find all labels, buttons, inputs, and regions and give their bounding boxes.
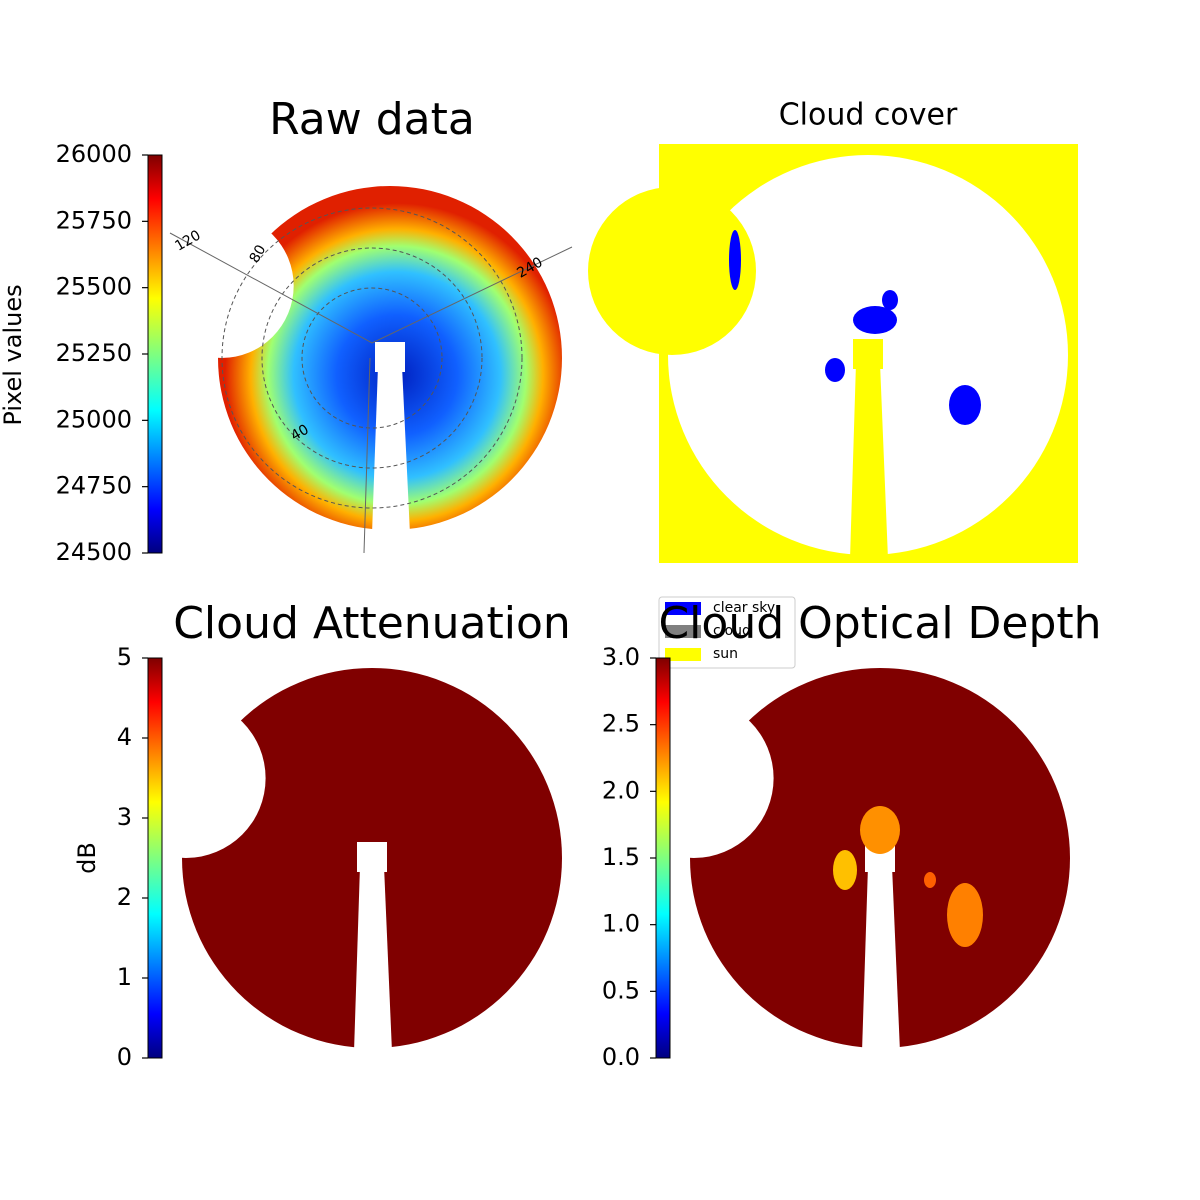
- colorbar-label: dB: [73, 842, 101, 874]
- colorbar-tick-label: 25500: [56, 273, 132, 301]
- colorbar: [655, 657, 671, 1059]
- panel-title: Cloud cover: [779, 98, 958, 133]
- colorbar-tick-label: 5: [117, 643, 132, 671]
- panel-title: Cloud Optical Depth: [658, 598, 1101, 649]
- colorbar: [147, 154, 163, 554]
- colorbar-tick-label: 24750: [56, 472, 132, 500]
- polar-grid: [221, 207, 523, 509]
- polar-label: 80: [247, 242, 270, 265]
- polar-grid: [301, 287, 443, 429]
- mask-cutout: [357, 842, 387, 872]
- mask-cutout: [588, 187, 756, 355]
- colorbar-tick-label: 25750: [56, 206, 132, 234]
- optical-depth-region: [860, 806, 900, 854]
- mask-cutout: [614, 698, 774, 858]
- polar-grid: [169, 232, 573, 344]
- polar-grid: [363, 357, 371, 554]
- colorbar-tick-label: 2.0: [602, 776, 640, 804]
- optical-depth-region: [924, 872, 936, 888]
- colorbar: [147, 657, 163, 1059]
- panel-title: Cloud Attenuation: [173, 598, 571, 649]
- colorbar-tick-label: 4: [117, 723, 132, 751]
- cloud-region: [825, 358, 845, 382]
- mask-cutout: [853, 339, 883, 369]
- mask-cutout: [354, 866, 392, 1052]
- colorbar-tick-label: 0.5: [602, 976, 640, 1004]
- optical-depth-region: [833, 850, 857, 890]
- legend-swatch: [665, 602, 701, 615]
- mask-cutout: [850, 363, 888, 559]
- polar-label: 40: [288, 422, 311, 445]
- mask-cutout: [375, 342, 405, 372]
- mask-cutout: [372, 366, 410, 534]
- optical-depth-region: [947, 883, 983, 947]
- colorbar-tick-label: 25000: [56, 405, 132, 433]
- colorbar-label: Pixel values: [0, 284, 27, 425]
- panel: Cloud Optical Depth 0.0 0.5 1.0 1.5 2.0 2.5 3.0: [602, 598, 1102, 1071]
- colorbar-tick-label: 1.0: [602, 910, 640, 938]
- colorbar-tick-label: 3: [117, 803, 132, 831]
- colorbar-tick-label: 1: [117, 963, 132, 991]
- colorbar-tick-label: 2.5: [602, 710, 640, 738]
- cloud-region: [882, 290, 898, 310]
- cloud-region: [729, 230, 741, 290]
- cloud-region: [949, 385, 981, 425]
- colorbar-tick-label: 26000: [56, 140, 132, 168]
- mask-cutout: [149, 213, 294, 358]
- panel: Cloud Attenuation 0 1 2 3 4 5 dB: [73, 598, 571, 1071]
- colorbar-tick-label: 2: [117, 883, 132, 911]
- legend-label: sun: [713, 646, 738, 662]
- colorbar-tick-label: 0.0: [602, 1043, 640, 1071]
- legend-swatch: [665, 625, 701, 638]
- colorbar-tick-label: 25250: [56, 339, 132, 367]
- colorbar-tick-label: 0: [117, 1043, 132, 1071]
- cloud-region: [853, 306, 897, 334]
- panel-title: Raw data: [269, 94, 475, 145]
- legend-label: clear sky: [713, 600, 775, 616]
- polar-grid: [261, 247, 483, 469]
- colorbar-tick-label: 24500: [56, 538, 132, 566]
- mask-cutout: [862, 866, 900, 1052]
- legend-label: cloud: [713, 623, 751, 639]
- legend-swatch: [665, 648, 701, 661]
- colorbar-tick-label: 1.5: [602, 843, 640, 871]
- panel: Cloud cover: [588, 98, 1078, 563]
- colorbar-tick-label: 3.0: [602, 643, 640, 671]
